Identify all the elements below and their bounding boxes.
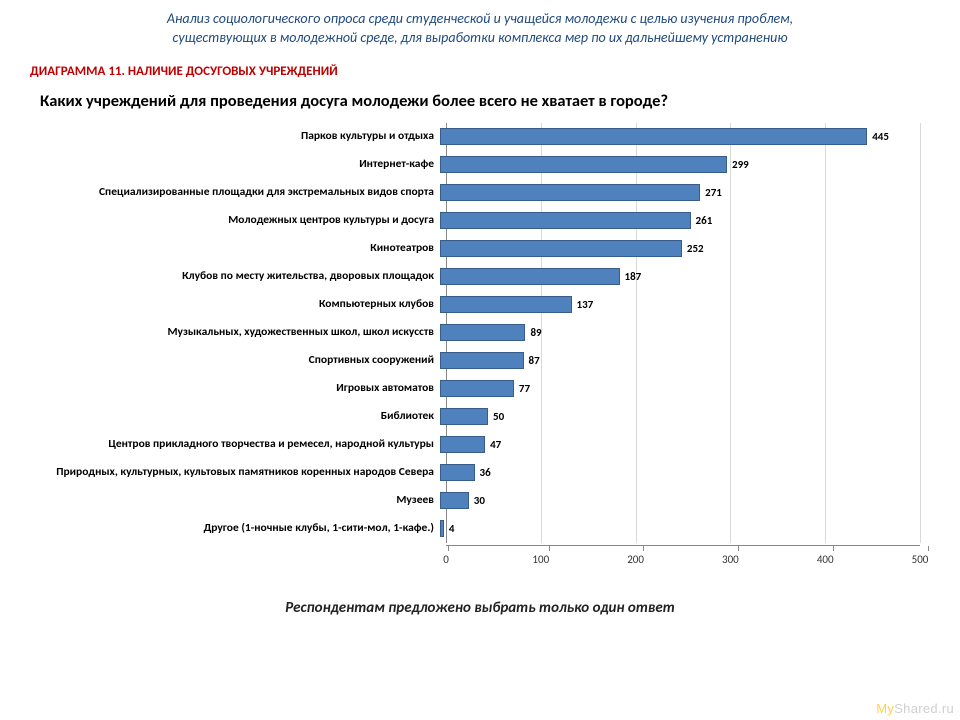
x-tick: 400: [825, 546, 842, 566]
bar-row: Молодежных центров культуры и досуга 261: [24, 207, 920, 235]
bar-value: 36: [475, 466, 491, 479]
bar-value: 89: [525, 326, 541, 339]
x-tick: 200: [636, 546, 653, 566]
bar-track: 30: [440, 487, 920, 515]
bar-label: Библиотек: [24, 410, 440, 423]
bar-track: 271: [440, 179, 920, 207]
bar-row: Парков культуры и отдыха 445: [24, 123, 920, 151]
x-axis: 0100200300400500: [24, 545, 920, 567]
x-tick: 500: [920, 546, 937, 566]
bar: [440, 268, 620, 285]
bar-track: 4: [440, 515, 920, 543]
bar-value: 187: [620, 270, 642, 283]
bar-track: 87: [440, 347, 920, 375]
bar: [440, 464, 475, 481]
bar: [440, 352, 524, 369]
footer-note: Респондентам предложено выбрать только о…: [0, 599, 960, 617]
bar-label: Кинотеатров: [24, 242, 440, 255]
x-tick-label: 300: [722, 553, 739, 566]
watermark-prefix: My: [876, 701, 894, 716]
bar-value: 261: [691, 214, 713, 227]
bar: [440, 380, 514, 397]
bar: [440, 296, 572, 313]
bar-value: 252: [682, 242, 704, 255]
x-tick-label: 400: [817, 553, 834, 566]
bar-row: Интернет-кафе 299: [24, 151, 920, 179]
x-tick-label: 0: [443, 553, 449, 566]
bar-value: 4: [444, 522, 455, 535]
bar-label: Специализированные площадки для экстрема…: [24, 186, 440, 199]
chart-title: Каких учреждений для проведения досуга м…: [0, 85, 960, 123]
bar-value: 87: [524, 354, 540, 367]
x-tick: 0: [446, 546, 452, 566]
header-line-1: Анализ социологического опроса среди сту…: [40, 10, 920, 29]
bar-row: Клубов по месту жительства, дворовых пло…: [24, 263, 920, 291]
bar-row: Центров прикладного творчества и ремесел…: [24, 431, 920, 459]
bar-label: Спортивных сооружений: [24, 354, 440, 367]
bar: [440, 156, 727, 173]
bar-row: Спортивных сооружений 87: [24, 347, 920, 375]
bar-label: Природных, культурных, культовых памятни…: [24, 466, 440, 479]
bar-row: Музеев 30: [24, 487, 920, 515]
bar: [440, 408, 488, 425]
watermark-suffix: Shared.ru: [894, 701, 954, 716]
bar-row: Компьютерных клубов 137: [24, 291, 920, 319]
bar-label: Музыкальных, художественных школ, школ и…: [24, 326, 440, 339]
bar-track: 77: [440, 375, 920, 403]
bar-label: Компьютерных клубов: [24, 298, 440, 311]
bar-value: 271: [700, 186, 722, 199]
bar-row: Библиотек 50: [24, 403, 920, 431]
x-tick: 300: [730, 546, 747, 566]
bar-label: Парков культуры и отдыха: [24, 130, 440, 143]
bar-label: Другое (1-ночные клубы, 1-сити-мол, 1-ка…: [24, 522, 440, 535]
bar-row: Другое (1-ночные клубы, 1-сити-мол, 1-ка…: [24, 515, 920, 543]
bar-label: Музеев: [24, 494, 440, 507]
bar-row: Музыкальных, художественных школ, школ и…: [24, 319, 920, 347]
x-tick-label: 200: [627, 553, 644, 566]
bar-value: 445: [867, 130, 889, 143]
bar-row: Игровых автоматов 77: [24, 375, 920, 403]
bar-track: 445: [440, 123, 920, 151]
bar-label: Молодежных центров культуры и досуга: [24, 214, 440, 227]
bar: [440, 212, 691, 229]
bar-track: 252: [440, 235, 920, 263]
bar-value: 77: [514, 382, 530, 395]
x-tick-label: 500: [912, 553, 929, 566]
bar-label: Интернет-кафе: [24, 158, 440, 171]
diagram-label: ДИАГРАММА 11. НАЛИЧИЕ ДОСУГОВЫХ УЧРЕЖДЕН…: [0, 52, 960, 85]
bar-track: 50: [440, 403, 920, 431]
page-header: Анализ социологического опроса среди сту…: [0, 0, 960, 52]
bar: [440, 128, 867, 145]
bar-track: 261: [440, 207, 920, 235]
bar-label: Клубов по месту жительства, дворовых пло…: [24, 270, 440, 283]
bar-track: 299: [440, 151, 920, 179]
bar-track: 47: [440, 431, 920, 459]
bar-value: 299: [727, 158, 749, 171]
x-tick: 100: [541, 546, 558, 566]
bar: [440, 492, 469, 509]
bar-value: 50: [488, 410, 504, 423]
bar-track: 187: [440, 263, 920, 291]
bar-row: Специализированные площадки для экстрема…: [24, 179, 920, 207]
header-line-2: существующих в молодежной среде, для выр…: [40, 29, 920, 48]
bar-label: Центров прикладного творчества и ремесел…: [24, 438, 440, 451]
bar: [440, 240, 682, 257]
bar: [440, 184, 700, 201]
bar-row: Кинотеатров 252: [24, 235, 920, 263]
bar-value: 137: [572, 298, 594, 311]
bar-track: 89: [440, 319, 920, 347]
bar-label: Игровых автоматов: [24, 382, 440, 395]
bar: [440, 324, 525, 341]
watermark: MyShared.ru: [876, 701, 954, 716]
x-tick-label: 100: [532, 553, 549, 566]
bar-row: Природных, культурных, культовых памятни…: [24, 459, 920, 487]
bar-track: 137: [440, 291, 920, 319]
bar-track: 36: [440, 459, 920, 487]
bar-chart: Парков культуры и отдыха 445 Интернет-кафе…: [24, 123, 920, 567]
bar: [440, 436, 485, 453]
bar-value: 30: [469, 494, 485, 507]
bar-value: 47: [485, 438, 501, 451]
